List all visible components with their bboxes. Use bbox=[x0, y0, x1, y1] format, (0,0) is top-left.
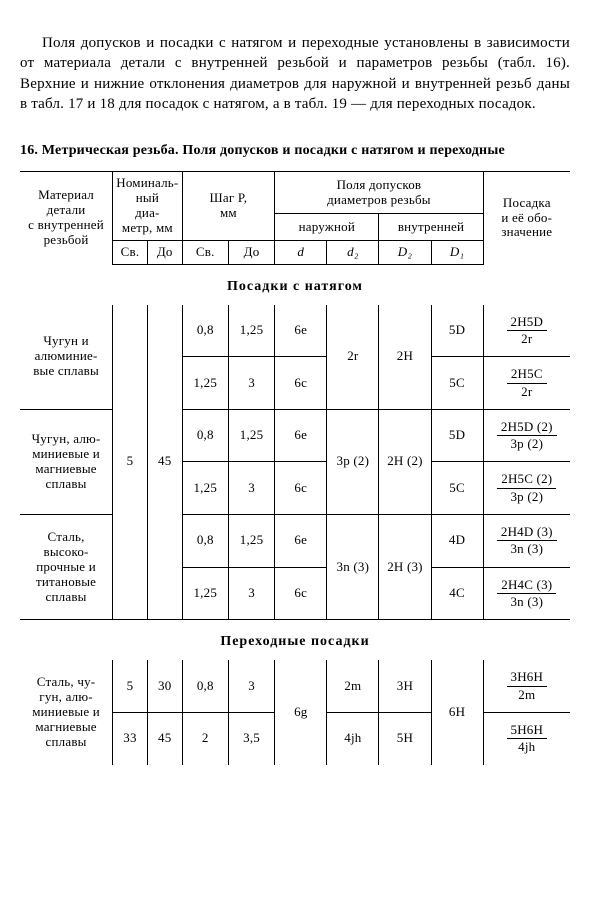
g1-d2: 2r bbox=[327, 305, 379, 410]
g4r1-sv: 5 bbox=[113, 660, 148, 712]
g4r2-do: 45 bbox=[147, 712, 182, 764]
intro-paragraph: Поля допусков и посадки с натягом и пере… bbox=[20, 33, 570, 114]
g2r2-p1: 1,25 bbox=[182, 462, 228, 515]
hdr-D1: D₁ bbox=[431, 240, 483, 264]
g2r1-p1: 0,8 bbox=[182, 409, 228, 462]
g3r1-D1: 4D bbox=[431, 515, 483, 568]
g4r2-p2: 3,5 bbox=[228, 712, 274, 764]
g1-D2: 2H bbox=[379, 305, 431, 410]
g2-material: Чугун, алю-миниевые имагниевыесплавы bbox=[20, 409, 113, 514]
hdr-inner: внутренней bbox=[379, 214, 483, 240]
tolerances-table: Материалдеталис внутреннейрезьбой Номина… bbox=[20, 171, 570, 765]
g3r1-fit: 2H4D (3)3n (3) bbox=[483, 515, 570, 568]
g3r2-fit: 2H4C (3)3n (3) bbox=[483, 567, 570, 620]
g1r2-p2: 3 bbox=[228, 357, 274, 410]
hdr-pitch: Шаг P,мм bbox=[182, 171, 275, 240]
g4r2-sv: 33 bbox=[113, 712, 148, 764]
g1r1-D1: 5D bbox=[431, 305, 483, 357]
g4r1-D2: 3H bbox=[379, 660, 431, 712]
g3r1-p1: 0,8 bbox=[182, 515, 228, 568]
hdr-d: d bbox=[275, 240, 327, 264]
g4r1-d2: 2m bbox=[327, 660, 379, 712]
g3-D2: 2H (3) bbox=[379, 515, 431, 620]
g1r1-p1: 0,8 bbox=[182, 305, 228, 357]
g1r2-D1: 5C bbox=[431, 357, 483, 410]
hdr-sv: Св. bbox=[113, 240, 148, 264]
g4r1-p1: 0,8 bbox=[182, 660, 228, 712]
table-title: 16. Метрическая резьба. Поля допусков и … bbox=[20, 142, 570, 161]
g4r2-p1: 2 bbox=[182, 712, 228, 764]
hdr-psv: Св. bbox=[182, 240, 228, 264]
g4r1-do: 30 bbox=[147, 660, 182, 712]
intro-text: Поля допусков и посадки с натягом и пере… bbox=[20, 33, 570, 114]
g2r1-p2: 1,25 bbox=[228, 409, 274, 462]
g2-D2: 2H (2) bbox=[379, 409, 431, 514]
g3r1-d: 6e bbox=[275, 515, 327, 568]
g4-d: 6g bbox=[275, 660, 327, 764]
g1r1-p2: 1,25 bbox=[228, 305, 274, 357]
g3-d2: 3n (3) bbox=[327, 515, 379, 620]
hdr-pdo: До bbox=[228, 240, 274, 264]
g2r2-d: 6c bbox=[275, 462, 327, 515]
g4r2-D2: 5H bbox=[379, 712, 431, 764]
hdr-nominal: Номиналь-ныйдиа-метр, мм bbox=[113, 171, 182, 240]
g4-D1: 6H bbox=[431, 660, 483, 764]
g4r1-p2: 3 bbox=[228, 660, 274, 712]
g1r2-fit: 2H5C2r bbox=[483, 357, 570, 410]
g3r2-p1: 1,25 bbox=[182, 567, 228, 620]
g2-d2: 3p (2) bbox=[327, 409, 379, 514]
g3r2-D1: 4C bbox=[431, 567, 483, 620]
g1r2-d: 6c bbox=[275, 357, 327, 410]
g2r2-D1: 5C bbox=[431, 462, 483, 515]
g4r2-fit: 5H6H4jh bbox=[483, 712, 570, 764]
hdr-d2: d₂ bbox=[327, 240, 379, 264]
g1-material: Чугун иалюминие-вые сплавы bbox=[20, 305, 113, 410]
g2r1-D1: 5D bbox=[431, 409, 483, 462]
hdr-material: Материалдеталис внутреннейрезьбой bbox=[20, 171, 113, 264]
g2r2-p2: 3 bbox=[228, 462, 274, 515]
g1r1-fit: 2H5D2r bbox=[483, 305, 570, 357]
g3r2-d: 6c bbox=[275, 567, 327, 620]
g-do: 45 bbox=[147, 305, 182, 620]
g-sv: 5 bbox=[113, 305, 148, 620]
hdr-fit: Посадкаи её обо-значение bbox=[483, 171, 570, 264]
g1r1-d: 6e bbox=[275, 305, 327, 357]
hdr-tol: Поля допусковдиаметров резьбы bbox=[275, 171, 483, 214]
hdr-D2: D₂ bbox=[379, 240, 431, 264]
g3-material: Сталь,высоко-прочные ититановыесплавы bbox=[20, 515, 113, 620]
section1-title: Посадки с натягом bbox=[20, 264, 570, 305]
g1r2-p1: 1,25 bbox=[182, 357, 228, 410]
g3r2-p2: 3 bbox=[228, 567, 274, 620]
g2r2-fit: 2H5C (2)3p (2) bbox=[483, 462, 570, 515]
g4r2-d2: 4jh bbox=[327, 712, 379, 764]
hdr-outer: наружной bbox=[275, 214, 379, 240]
section2-title: Переходные посадки bbox=[20, 620, 570, 661]
g2r1-fit: 2H5D (2)3p (2) bbox=[483, 409, 570, 462]
g4r1-fit: 3H6H2m bbox=[483, 660, 570, 712]
hdr-do: До bbox=[147, 240, 182, 264]
g4-material: Сталь, чу-гун, алю-миниевые имагниевыесп… bbox=[20, 660, 113, 764]
g2r1-d: 6e bbox=[275, 409, 327, 462]
g3r1-p2: 1,25 bbox=[228, 515, 274, 568]
